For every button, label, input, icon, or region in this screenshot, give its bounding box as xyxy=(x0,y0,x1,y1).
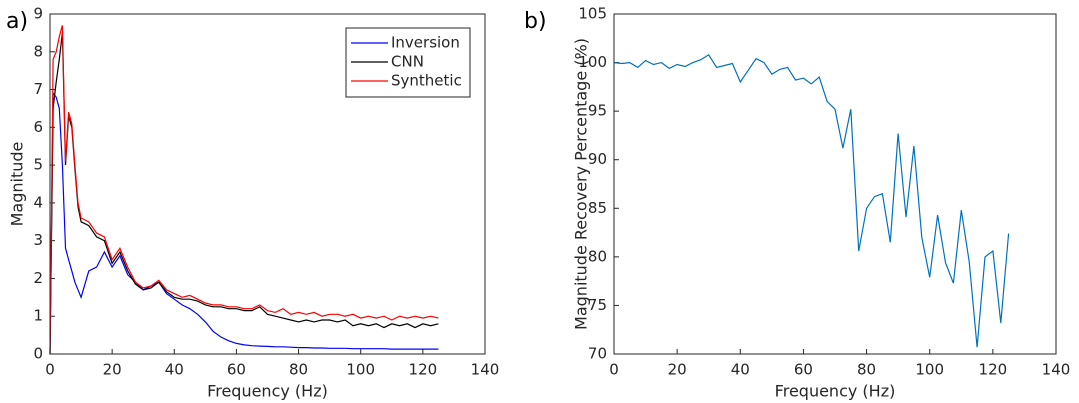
y-tick-label: 3 xyxy=(33,231,43,249)
axes-box xyxy=(613,13,1057,355)
y-tick-label: 9 xyxy=(33,5,43,23)
y-tick-label: 85 xyxy=(588,199,607,217)
x-tick-label: 0 xyxy=(609,361,619,379)
legend-label: Inversion xyxy=(391,34,460,52)
x-tick-label: 60 xyxy=(227,361,246,379)
x-tick-label: 120 xyxy=(409,361,438,379)
legend-label: Synthetic xyxy=(391,72,462,90)
x-tick-label: 40 xyxy=(731,361,750,379)
data-line xyxy=(49,91,439,355)
y-tick-label: 90 xyxy=(588,150,607,168)
x-tick-label: 100 xyxy=(915,361,944,379)
x-tick-label: 0 xyxy=(45,361,55,379)
x-tick-label: 60 xyxy=(794,361,813,379)
x-axis-title: Frequency (Hz) xyxy=(207,382,328,401)
y-tick-label: 1 xyxy=(33,307,43,325)
y-tick-label: 70 xyxy=(588,345,607,363)
axes-box xyxy=(49,13,486,355)
y-axis-title: Magnitude xyxy=(8,142,27,227)
y-tick-label: 7 xyxy=(33,80,43,98)
data-line xyxy=(49,25,439,355)
x-tick-label: 40 xyxy=(165,361,184,379)
y-axis-title: Magnitude Recovery Percentage (%) xyxy=(572,38,591,330)
x-axis-title: Frequency (Hz) xyxy=(775,382,896,401)
x-tick-label: 80 xyxy=(289,361,308,379)
x-tick-label: 20 xyxy=(103,361,122,379)
y-tick-label: 4 xyxy=(33,193,43,211)
x-tick-label: 20 xyxy=(668,361,687,379)
y-tick-label: 80 xyxy=(588,247,607,265)
y-tick-label: 105 xyxy=(578,5,607,23)
y-tick-label: 6 xyxy=(33,118,43,136)
x-tick-label: 140 xyxy=(471,361,500,379)
x-tick-label: 80 xyxy=(857,361,876,379)
y-tick-label: 75 xyxy=(588,296,607,314)
y-tick-label: 5 xyxy=(33,156,43,174)
y-tick-label: 0 xyxy=(33,345,43,363)
data-line xyxy=(613,53,1010,348)
data-line xyxy=(49,32,439,355)
y-tick-label: 100 xyxy=(578,53,607,71)
panel-label: b) xyxy=(524,9,547,34)
x-tick-label: 140 xyxy=(1042,361,1071,379)
y-tick-label: 95 xyxy=(588,102,607,120)
x-tick-label: 120 xyxy=(979,361,1008,379)
panel-label: a) xyxy=(6,9,28,34)
y-tick-label: 2 xyxy=(33,269,43,287)
x-tick-label: 100 xyxy=(346,361,375,379)
y-tick-label: 8 xyxy=(33,42,43,60)
legend-label: CNN xyxy=(391,53,424,71)
